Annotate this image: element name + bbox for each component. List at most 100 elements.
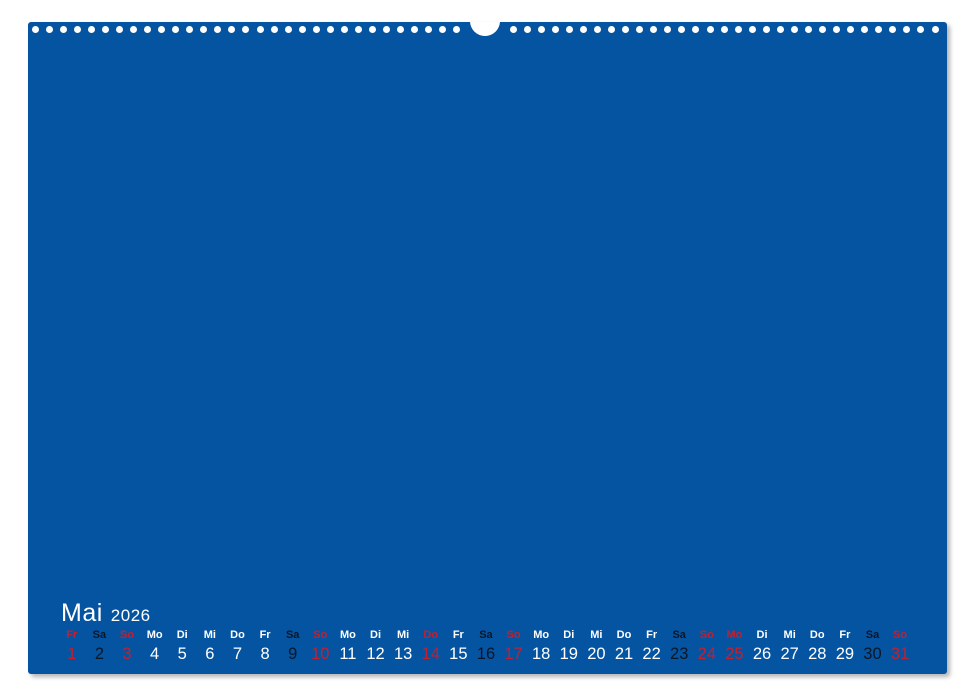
weekday-label: Sa [479, 629, 493, 641]
binding-hole [242, 26, 250, 33]
binding-hole [298, 26, 306, 33]
day-column: So 10 [306, 628, 334, 664]
binding-hole [551, 26, 559, 33]
weekday-label: So [119, 629, 135, 641]
binding-hole [411, 26, 419, 33]
binding-hole [748, 26, 756, 33]
day-column: Fr 15 [445, 628, 473, 664]
binding-hole [636, 26, 644, 33]
weekday-label: Mi [783, 629, 796, 641]
weekday-label: Do [423, 629, 439, 641]
day-column: Fr 29 [831, 628, 859, 664]
binding-hole [312, 26, 320, 33]
binding-hole [706, 26, 714, 33]
weekday-label: Di [370, 629, 381, 641]
binding-hole [650, 26, 658, 33]
date-number: 30 [863, 645, 882, 663]
binding-hole [228, 26, 236, 33]
date-number: 3 [122, 645, 132, 663]
day-column: Di 12 [362, 628, 390, 664]
binding-hole [425, 26, 433, 33]
year-label: 2026 [110, 606, 151, 625]
date-number: 29 [835, 645, 855, 663]
day-column: Di 26 [748, 628, 776, 664]
date-number: 2 [94, 645, 104, 663]
weekday-label: Di [563, 629, 575, 641]
binding-hole [270, 26, 278, 33]
binding-hole [45, 26, 53, 33]
binding-hole [144, 26, 151, 33]
day-column: Fr 22 [638, 628, 666, 664]
binding-hole [537, 26, 545, 33]
binding-hole [354, 26, 362, 33]
date-number: 5 [177, 645, 187, 663]
date-number: 7 [232, 645, 243, 663]
day-column: So 24 [693, 628, 721, 664]
date-number: 1 [67, 645, 77, 663]
binding-hole [579, 26, 587, 33]
binding-holes [28, 22, 947, 36]
date-number: 12 [366, 645, 385, 663]
binding-hole [186, 26, 194, 33]
date-number: 18 [531, 645, 551, 663]
binding-hole [931, 26, 939, 33]
date-number: 26 [752, 645, 772, 663]
day-column: So 17 [500, 628, 528, 664]
date-number: 11 [339, 645, 357, 663]
day-column: Do 21 [610, 628, 638, 664]
date-number: 9 [288, 645, 298, 663]
weekday-label: Mi [203, 629, 216, 641]
binding-hole [804, 26, 812, 33]
weekday-label: So [699, 629, 714, 641]
date-number: 4 [150, 645, 160, 663]
day-column: Mo 4 [141, 628, 169, 664]
day-column: Mi 13 [389, 628, 417, 664]
day-column: Fr 1 [58, 628, 86, 664]
date-number: 25 [725, 645, 744, 663]
date-number: 17 [504, 645, 523, 663]
binding-hole [129, 26, 137, 33]
binding-hole [397, 26, 405, 33]
day-column: Sa 9 [279, 628, 307, 664]
binding-hole [903, 26, 911, 33]
day-column: Do 7 [224, 628, 252, 664]
date-number: 23 [670, 645, 689, 663]
binding-hole [523, 26, 531, 33]
binding-hole [439, 26, 447, 33]
binding-hole [861, 26, 869, 33]
date-number: 19 [559, 645, 578, 663]
weekday-label: Fr [839, 629, 851, 641]
day-column: Fr 8 [251, 628, 279, 664]
binding-hole [692, 26, 700, 33]
weekday-label: Fr [452, 629, 464, 641]
days-row: Fr 1 Sa 2 So 3 Mo 4 Di 5 Mi 6 Do 7 Fr 8 Sa 9 So 10 Mo 11 Di 12 M… [58, 628, 914, 664]
binding-hole [59, 26, 67, 33]
binding-hole [622, 26, 630, 33]
day-column: So 3 [113, 628, 141, 664]
calendar-title: Mai 2026 [61, 600, 151, 626]
binding-hole [101, 26, 109, 33]
binding-hole [790, 26, 798, 33]
weekday-label: Mi [590, 629, 603, 641]
binding-hole [87, 26, 95, 33]
binding-hole [31, 26, 39, 33]
day-column: Mi 20 [583, 628, 611, 664]
binding-hole [594, 26, 601, 33]
binding-hole [158, 26, 166, 33]
date-number: 28 [808, 645, 827, 663]
date-number: 13 [393, 645, 413, 663]
date-number: 20 [587, 645, 606, 663]
weekday-label: Do [230, 629, 245, 641]
binding-hole [172, 26, 180, 33]
binding-hole [200, 26, 208, 33]
weekday-label: Sa [672, 629, 686, 641]
weekday-label: Mo [533, 629, 550, 641]
binding-hole [369, 26, 376, 33]
date-number: 21 [614, 645, 634, 663]
day-column: Mi 27 [776, 628, 804, 664]
weekday-label: Sa [285, 629, 300, 641]
day-column: Sa 16 [472, 628, 500, 664]
date-number: 27 [780, 645, 799, 663]
weekday-label: Sa [92, 629, 107, 641]
binding-hole [256, 26, 264, 33]
